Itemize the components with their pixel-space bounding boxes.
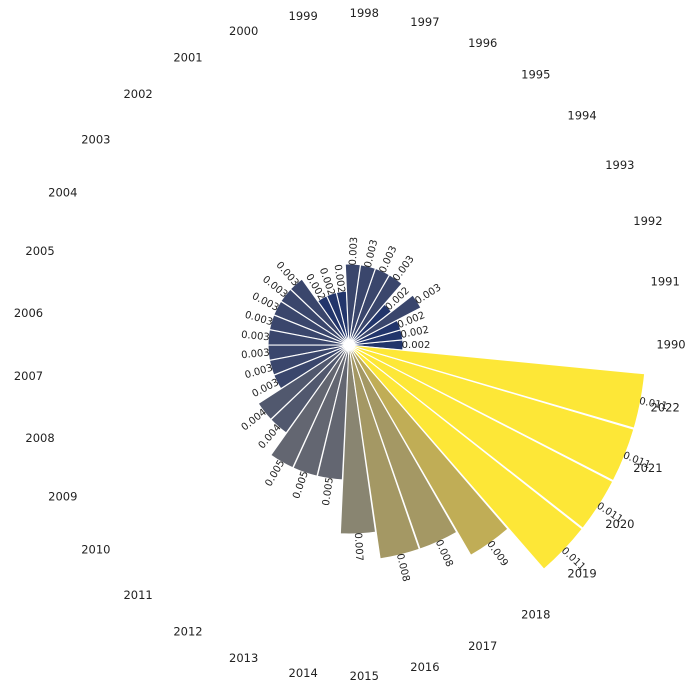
bar-2022: [348, 344, 646, 429]
category-label-2022: 2022: [651, 400, 680, 414]
category-label-2019: 2019: [567, 566, 596, 580]
category-label-2014: 2014: [289, 666, 318, 680]
bar-2014: [316, 344, 350, 481]
value-label-2007: 0.003: [241, 348, 271, 362]
bar-2017: [348, 344, 458, 550]
category-label-2017: 2017: [468, 639, 497, 653]
category-label-1994: 1994: [567, 109, 596, 123]
category-label-2004: 2004: [48, 186, 77, 200]
category-label-2016: 2016: [410, 660, 439, 674]
bar-2016: [348, 344, 420, 560]
category-label-2002: 2002: [123, 87, 152, 101]
category-label-1999: 1999: [289, 9, 318, 23]
value-label-1998: 0.003: [348, 237, 360, 266]
value-label-2022: 0.011: [638, 396, 668, 412]
category-label-1996: 1996: [468, 36, 497, 50]
category-label-2013: 2013: [229, 651, 258, 665]
category-label-1993: 1993: [605, 158, 634, 172]
bar-2018: [348, 344, 509, 556]
category-label-1998: 1998: [350, 6, 379, 20]
category-label-2007: 2007: [14, 369, 43, 383]
category-label-2008: 2008: [25, 431, 54, 445]
value-label-2014: 0.005: [321, 477, 336, 507]
bar-2015: [339, 344, 377, 535]
category-label-2010: 2010: [81, 543, 110, 557]
value-label-2017: 0.008: [433, 538, 455, 569]
category-label-2011: 2011: [123, 588, 152, 602]
value-label-2012: 0.005: [264, 458, 288, 488]
category-label-2006: 2006: [14, 306, 43, 320]
bar-2012: [270, 344, 350, 469]
value-label-2005: 0.003: [243, 310, 274, 329]
category-label-1990: 1990: [656, 338, 685, 352]
value-label-1999: 0.002: [331, 264, 346, 294]
value-label-2013: 0.005: [291, 470, 311, 501]
bar-2020: [348, 344, 614, 529]
value-label-2015: 0.007: [352, 532, 364, 561]
category-label-2001: 2001: [173, 50, 202, 64]
bar-2013: [292, 344, 350, 477]
category-label-1997: 1997: [410, 15, 439, 29]
category-label-1991: 1991: [651, 275, 680, 289]
bar-2019: [348, 344, 583, 570]
category-label-2018: 2018: [521, 608, 550, 622]
category-label-2005: 2005: [25, 244, 54, 258]
category-label-2021: 2021: [633, 461, 662, 475]
category-label-1992: 1992: [633, 214, 662, 228]
value-label-1993: 0.003: [413, 282, 443, 307]
category-label-2012: 2012: [173, 625, 202, 639]
bar-1998: [344, 263, 361, 346]
category-label-2000: 2000: [229, 24, 258, 38]
category-label-2009: 2009: [48, 489, 77, 503]
value-label-2008: 0.003: [244, 363, 275, 382]
value-label-2016: 0.008: [394, 552, 411, 582]
category-label-1995: 1995: [521, 67, 550, 81]
value-label-1991: 0.002: [400, 325, 430, 341]
value-label-1990: 0.002: [402, 340, 431, 351]
category-label-2020: 2020: [605, 517, 634, 531]
category-label-2015: 2015: [350, 669, 379, 683]
bars-group: [257, 263, 646, 570]
value-label-1997: 0.003: [363, 239, 380, 269]
category-label-2003: 2003: [81, 132, 110, 146]
bar-1993: [348, 294, 422, 346]
category-labels-group: 1990 1991 1992 1993 1994 1995 1996 1997 1998 1999…: [14, 6, 686, 683]
bar-2021: [348, 344, 635, 482]
value-label-2006: 0.003: [241, 330, 271, 344]
value-label-2010: 0.004: [240, 407, 269, 433]
value-label-2018: 0.009: [484, 539, 510, 569]
